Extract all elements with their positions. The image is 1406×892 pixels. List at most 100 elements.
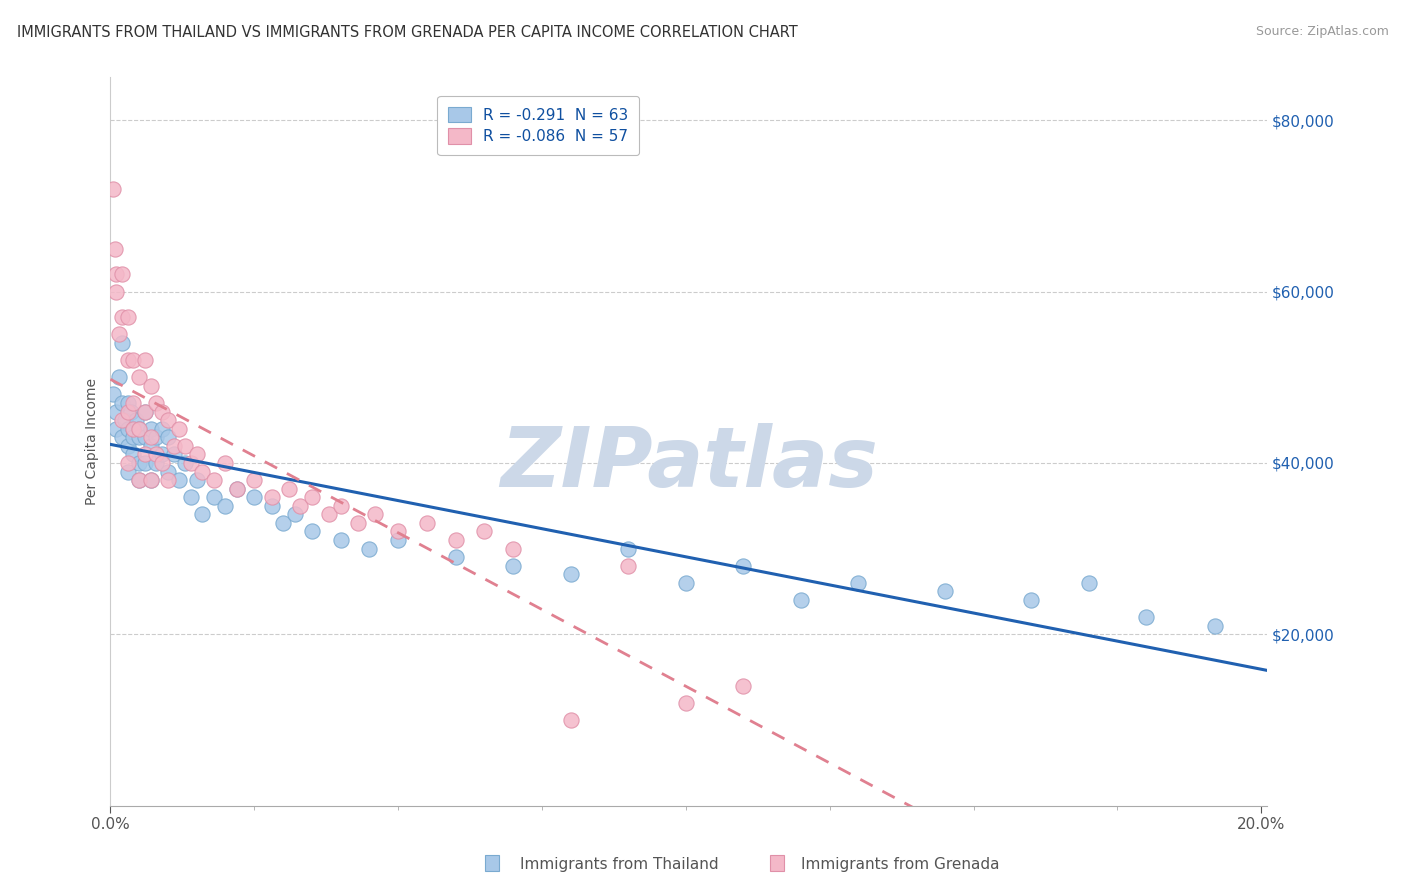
Point <box>114 413 136 427</box>
Point <box>271 516 294 530</box>
Point <box>474 524 496 539</box>
Point <box>364 508 387 522</box>
Point <box>560 567 582 582</box>
Point <box>191 465 214 479</box>
Point <box>111 336 134 351</box>
Point <box>128 370 150 384</box>
Point <box>733 679 755 693</box>
Point <box>243 490 266 504</box>
Point <box>150 456 173 470</box>
Point <box>117 465 139 479</box>
Point <box>169 473 191 487</box>
Point <box>202 490 225 504</box>
Point <box>105 285 128 299</box>
Point <box>277 482 299 496</box>
Point <box>134 404 156 418</box>
Point <box>329 499 352 513</box>
Point <box>139 473 162 487</box>
Point <box>502 541 524 556</box>
Point <box>122 447 145 461</box>
Point <box>105 404 128 418</box>
Point <box>150 404 173 418</box>
Point <box>226 482 249 496</box>
Point <box>1204 618 1226 632</box>
Point <box>145 396 167 410</box>
Point <box>111 310 134 325</box>
Point <box>145 456 167 470</box>
Point <box>108 370 131 384</box>
Point <box>134 404 156 418</box>
Point <box>139 379 162 393</box>
Point <box>120 404 142 418</box>
Point <box>243 473 266 487</box>
Point <box>139 422 162 436</box>
Point <box>934 584 956 599</box>
Point <box>128 422 150 436</box>
Point <box>180 456 202 470</box>
Point <box>104 242 127 256</box>
Point <box>214 456 236 470</box>
Point <box>111 396 134 410</box>
Point <box>733 558 755 573</box>
Point <box>169 422 191 436</box>
Point <box>387 533 409 547</box>
Point <box>790 593 813 607</box>
Point <box>117 422 139 436</box>
Point <box>134 456 156 470</box>
Point <box>139 430 162 444</box>
Point <box>174 439 197 453</box>
Point <box>617 541 640 556</box>
Point <box>359 541 381 556</box>
Point <box>260 490 283 504</box>
Point <box>1135 610 1157 624</box>
Point <box>180 490 202 504</box>
Point <box>416 516 439 530</box>
Text: Immigrants from Grenada: Immigrants from Grenada <box>801 857 1000 872</box>
Point <box>329 533 352 547</box>
Point <box>301 490 323 504</box>
Point <box>156 473 179 487</box>
Point <box>139 473 162 487</box>
Legend: R = -0.291  N = 63, R = -0.086  N = 57: R = -0.291 N = 63, R = -0.086 N = 57 <box>437 96 640 154</box>
Point <box>387 524 409 539</box>
Point <box>117 396 139 410</box>
Y-axis label: Per Capita Income: Per Capita Income <box>86 378 100 505</box>
Text: ZIPatlas: ZIPatlas <box>499 423 877 504</box>
Point <box>290 499 312 513</box>
Point <box>117 439 139 453</box>
Point <box>145 447 167 461</box>
Point <box>202 473 225 487</box>
Point <box>117 310 139 325</box>
Point <box>163 447 186 461</box>
Point <box>150 447 173 461</box>
Point <box>145 430 167 444</box>
Point <box>111 413 134 427</box>
Point <box>347 516 370 530</box>
Point <box>156 465 179 479</box>
Point <box>122 396 145 410</box>
Point <box>122 430 145 444</box>
Point <box>675 575 697 590</box>
Point <box>502 558 524 573</box>
Point <box>150 422 173 436</box>
Point <box>134 430 156 444</box>
Point <box>156 413 179 427</box>
Point <box>1077 575 1099 590</box>
Point <box>108 327 131 342</box>
Point <box>125 413 148 427</box>
Point <box>134 447 156 461</box>
Point <box>111 430 134 444</box>
Point <box>560 713 582 727</box>
Point <box>444 533 467 547</box>
Point <box>301 524 323 539</box>
Point <box>191 508 214 522</box>
Point <box>117 404 139 418</box>
Point <box>1019 593 1042 607</box>
Point <box>260 499 283 513</box>
Point <box>186 473 208 487</box>
Point <box>617 558 640 573</box>
Point <box>103 387 125 401</box>
Text: IMMIGRANTS FROM THAILAND VS IMMIGRANTS FROM GRENADA PER CAPITA INCOME CORRELATIO: IMMIGRANTS FROM THAILAND VS IMMIGRANTS F… <box>17 25 797 40</box>
Point <box>105 268 128 282</box>
Text: Source: ZipAtlas.com: Source: ZipAtlas.com <box>1256 25 1389 38</box>
